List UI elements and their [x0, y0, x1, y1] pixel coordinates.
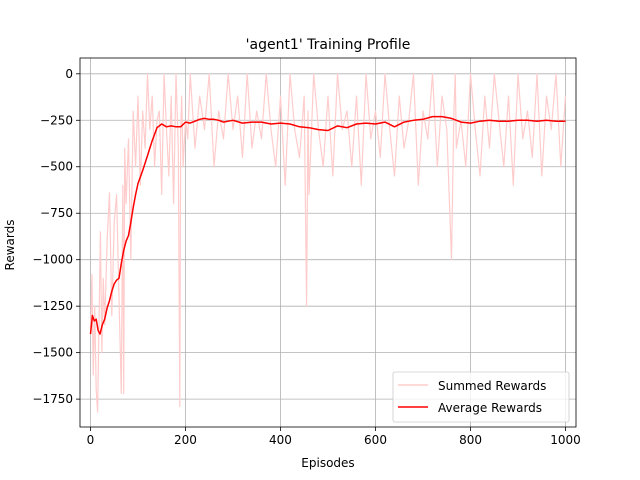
legend-label-average-rewards: Average Rewards	[438, 401, 542, 415]
y-tick-label-4: −1000	[32, 253, 73, 267]
y-tick-label-3: −750	[40, 206, 73, 220]
y-tick-label-6: −1500	[32, 346, 73, 360]
chart-title: 'agent1' Training Profile	[246, 37, 411, 53]
x-tick-label-3: 600	[364, 433, 387, 447]
y-tick-label-5: −1250	[32, 299, 73, 313]
legend-frame	[392, 371, 570, 423]
plot-frame	[79, 57, 577, 428]
y-tick-label-0: 0	[65, 67, 73, 81]
x-tick-label-2: 400	[269, 433, 292, 447]
x-axis-label: Episodes	[301, 456, 354, 470]
y-axis-label: Rewards	[3, 220, 17, 271]
series-line-average-rewards	[89, 115, 566, 335]
series-line-summed-rewards	[89, 73, 567, 413]
x-tick-label-0: 0	[87, 433, 95, 447]
y-tick-label-7: −1750	[32, 392, 73, 406]
legend-label-summed-rewards: Summed Rewards	[438, 379, 546, 393]
x-tick-label-5: 1000	[550, 433, 581, 447]
x-tick-label-4: 800	[459, 433, 482, 447]
y-tick-label-1: −250	[40, 113, 73, 127]
x-tick-label-1: 200	[174, 433, 197, 447]
y-tick-label-2: −500	[40, 160, 73, 174]
legend: Summed Rewards Average Rewards	[392, 371, 570, 423]
plot-area: 0 200 400 600 800 1000 0 −250 −500 −750 −1000 −1250…	[32, 57, 581, 447]
